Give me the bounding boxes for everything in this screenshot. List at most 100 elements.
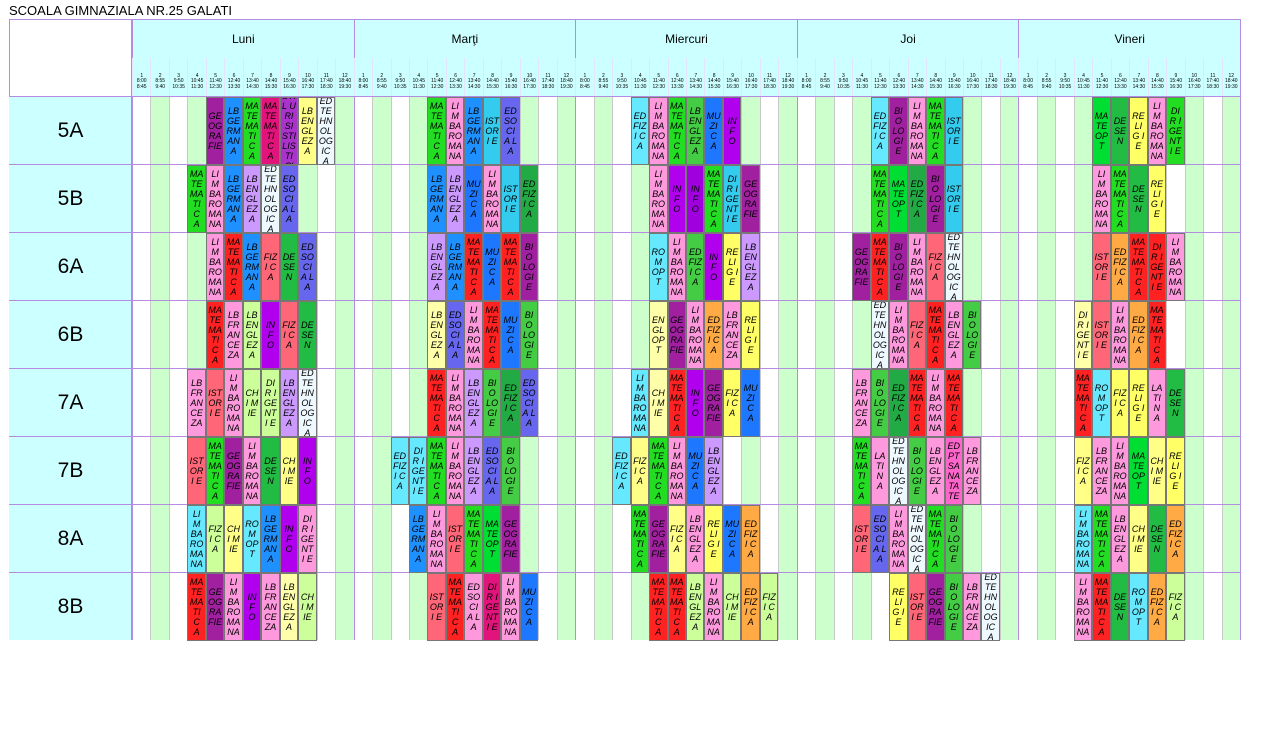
lesson-cell[interactable]: LA TIN A <box>870 437 890 505</box>
lesson-cell[interactable]: LIM BA RO MA NA <box>224 573 243 641</box>
lesson-cell[interactable]: LIM BA RO MA NA <box>889 505 908 573</box>
lesson-cell[interactable]: LIM BA RO MA NA <box>889 301 908 369</box>
lesson-cell[interactable]: ED FIZI CA <box>741 505 760 573</box>
lesson-cell[interactable]: LIM BA RO MA NA <box>187 505 206 573</box>
lesson-cell[interactable]: LIM BA RO MA NA <box>907 233 927 301</box>
lesson-cell[interactable]: LB EN GL EZ A <box>686 573 705 641</box>
lesson-cell[interactable]: RE LIG IE <box>1129 97 1148 165</box>
lesson-cell[interactable]: BIO LO GIE <box>907 437 927 505</box>
lesson-cell[interactable]: ED FIZI CA <box>1110 233 1130 301</box>
lesson-cell[interactable]: MA TE MA TIC A <box>944 369 963 437</box>
lesson-cell[interactable]: ED FIZI CA <box>686 233 705 301</box>
lesson-cell[interactable]: LB EN GL EZ A <box>741 233 760 301</box>
lesson-cell[interactable]: DE SE N <box>298 301 317 369</box>
lesson-cell[interactable]: LIM BA RO MA NA <box>501 573 520 641</box>
lesson-cell[interactable]: LB FR AN CE ZA <box>722 301 742 369</box>
class-label[interactable]: 7B <box>9 436 132 504</box>
lesson-cell[interactable]: LIM BA RO MA NA <box>242 437 262 505</box>
lesson-cell[interactable]: ED TE HN OL OG ICA <box>298 369 317 437</box>
lesson-cell[interactable]: INF O <box>704 233 723 301</box>
lesson-cell[interactable]: ED FIZI CA <box>390 437 409 505</box>
lesson-cell[interactable]: IST ORI E <box>1092 301 1111 369</box>
lesson-cell[interactable]: FIZI CA <box>759 573 779 641</box>
lesson-cell[interactable]: LB GE RM AN A <box>409 505 428 573</box>
class-label[interactable]: 6B <box>9 300 132 368</box>
lesson-cell[interactable]: LB FR AN CE ZA <box>963 573 982 641</box>
lesson-cell[interactable]: MA TE MA TIC A <box>704 165 723 233</box>
lesson-cell[interactable]: FIZI CA <box>1166 573 1185 641</box>
lesson-cell[interactable]: LIM BA RO MA NA <box>649 97 668 165</box>
lesson-cell[interactable]: MA TE MA TIC A <box>205 301 225 369</box>
lesson-cell[interactable]: ED FIZI CA <box>1129 301 1148 369</box>
lesson-cell[interactable]: MA TE MA TIC A <box>667 573 686 641</box>
lesson-cell[interactable]: LIM BA RO MA NA <box>1110 301 1130 369</box>
lesson-cell[interactable]: MA TE MA TIC A <box>1147 301 1167 369</box>
class-label[interactable]: 8B <box>9 572 132 640</box>
lesson-cell[interactable]: INF O <box>722 97 742 165</box>
lesson-cell[interactable]: MA TE MA TIC A <box>464 505 483 573</box>
class-label[interactable]: 8A <box>9 504 132 572</box>
lesson-cell[interactable]: RE LIG IE <box>722 233 742 301</box>
lesson-cell[interactable]: ED SO CIA LA <box>519 369 539 437</box>
lesson-cell[interactable]: RO M OP T <box>1129 573 1148 641</box>
lesson-cell[interactable]: ED PT SA NA TA TE <box>944 437 963 505</box>
lesson-cell[interactable]: IST ORI E <box>852 505 871 573</box>
lesson-cell[interactable]: ED FIZI CA <box>1166 505 1185 573</box>
lesson-cell[interactable]: LB EN GL EZ A <box>686 97 705 165</box>
lesson-cell[interactable]: DE SE N <box>1166 369 1185 437</box>
lesson-cell[interactable]: IST ORI E <box>187 437 206 505</box>
lesson-cell[interactable]: LB EN GL EZ A <box>427 301 446 369</box>
lesson-cell[interactable]: MA TE MA TIC A <box>926 97 945 165</box>
lesson-cell[interactable]: ED SO CIA LA <box>482 437 502 505</box>
lesson-cell[interactable]: CHI MIE <box>298 573 317 641</box>
lesson-cell[interactable]: LIM BA RO MA NA <box>1073 573 1093 641</box>
lesson-cell[interactable]: BIO LO GIE <box>926 165 945 233</box>
lesson-cell[interactable]: MA TE OP T <box>482 505 502 573</box>
lesson-cell[interactable]: LB FR AN CE ZA <box>963 437 982 505</box>
lesson-cell[interactable]: LIM BA RO MA NA <box>482 165 502 233</box>
lesson-cell[interactable]: RE LIG IE <box>1147 165 1167 233</box>
lesson-cell[interactable]: MA TE MA TIC A <box>242 97 262 165</box>
lesson-cell[interactable]: EN GL OP T <box>649 301 668 369</box>
lesson-cell[interactable]: MA TE MA TIC A <box>852 437 871 505</box>
lesson-cell[interactable]: BIO LO GIE <box>889 233 908 301</box>
lesson-cell[interactable]: MA TE MA TIC A <box>926 505 945 573</box>
lesson-cell[interactable]: LIM BA RO MA NA <box>704 573 723 641</box>
lesson-cell[interactable]: BIO LO GIE <box>944 505 963 573</box>
lesson-cell[interactable]: INF O <box>667 165 686 233</box>
lesson-cell[interactable]: RE LIG IE <box>704 505 723 573</box>
lesson-cell[interactable]: ED FIZI CA <box>1147 573 1167 641</box>
lesson-cell[interactable]: LB FR AN CE ZA <box>852 369 871 437</box>
lesson-cell[interactable]: GE OG RA FIE <box>741 165 760 233</box>
lesson-cell[interactable]: MA TE MA TIC A <box>649 437 668 505</box>
lesson-cell[interactable]: GE OG RA FIE <box>224 437 243 505</box>
lesson-cell[interactable]: CHI MIE <box>242 369 262 437</box>
lesson-cell[interactable]: ED SO CIA LA <box>445 301 465 369</box>
lesson-cell[interactable]: FIZI CA <box>907 301 927 369</box>
lesson-cell[interactable]: IST ORI E <box>205 369 225 437</box>
lesson-cell[interactable]: GE OG RA FIE <box>667 301 686 369</box>
lesson-cell[interactable]: IST ORI E <box>907 573 927 641</box>
lesson-cell[interactable]: DIR IGE NTI E <box>261 369 280 437</box>
lesson-cell[interactable]: MA TE MA TIC A <box>427 97 446 165</box>
lesson-cell[interactable]: MA TE MA TIC A <box>1110 165 1130 233</box>
lesson-cell[interactable]: MA TE MA TIC A <box>907 369 927 437</box>
lesson-cell[interactable]: ED SO CIA LA <box>279 165 299 233</box>
lesson-cell[interactable]: MA TE MA TIC A <box>1129 233 1148 301</box>
lesson-cell[interactable]: ED FIZI CA <box>889 369 908 437</box>
lesson-cell[interactable]: LIM BA RO MA NA <box>445 437 465 505</box>
lesson-cell[interactable]: MU ZIC A <box>501 301 520 369</box>
lesson-cell[interactable]: MA TE MA TIC A <box>187 573 206 641</box>
lesson-cell[interactable]: CHI MIE <box>224 505 243 573</box>
lesson-cell[interactable]: ED FIZI CA <box>907 165 927 233</box>
lesson-cell[interactable]: LB GE RM AN A <box>224 97 243 165</box>
lesson-cell[interactable]: BIO LO GIE <box>944 573 963 641</box>
lesson-cell[interactable]: FIZI CA <box>279 301 299 369</box>
lesson-cell[interactable]: ED FIZI CA <box>704 301 723 369</box>
lesson-cell[interactable]: LB GE RM AN A <box>427 165 446 233</box>
lesson-cell[interactable]: LA TIN A <box>1147 369 1167 437</box>
lesson-cell[interactable]: BIO LO GIE <box>501 437 520 505</box>
lesson-cell[interactable]: MA TE MA TIC A <box>261 97 280 165</box>
lesson-cell[interactable]: LIM BA RO MA NA <box>464 301 483 369</box>
class-label[interactable]: 7A <box>9 368 132 436</box>
